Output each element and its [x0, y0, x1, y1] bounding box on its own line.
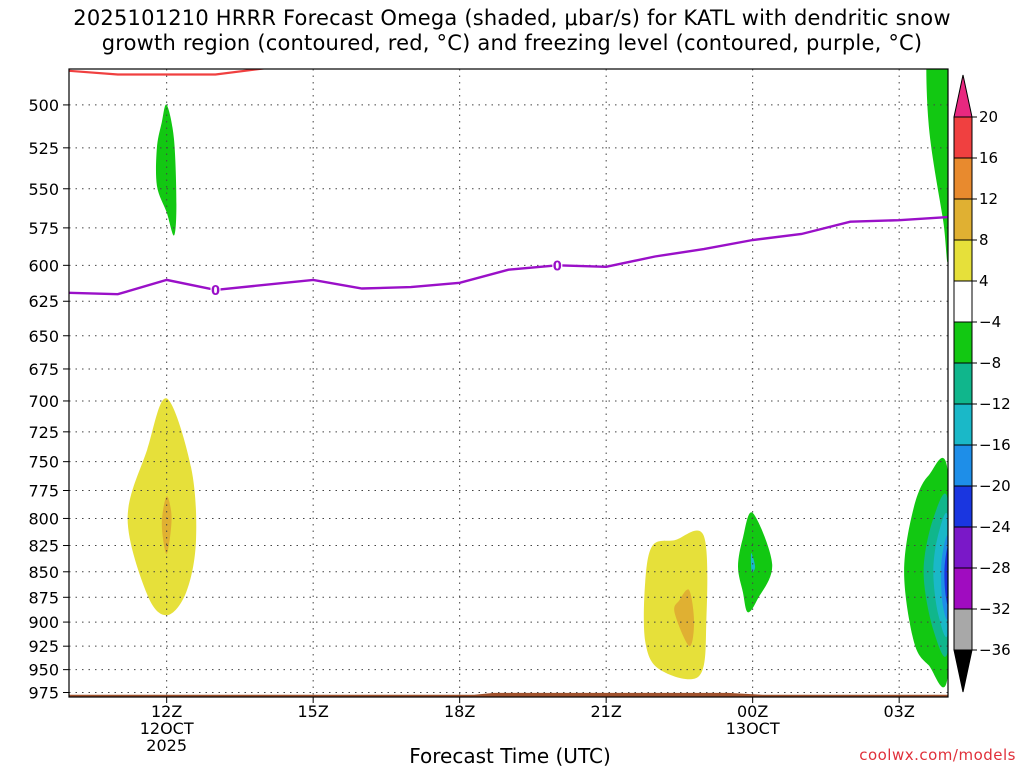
colorbar-box [953, 280, 973, 323]
colorbar-label: −8 [979, 354, 1001, 372]
x-tick-label: 18Z [444, 702, 475, 721]
title-line-1: 2025101210 HRRR Forecast Omega (shaded, … [73, 6, 951, 30]
x-date-label: 2025 [146, 736, 187, 755]
y-tick-label: 550 [28, 180, 59, 199]
y-tick-label: 775 [28, 482, 59, 501]
y-tick-label: 875 [28, 588, 59, 607]
plot-border [68, 68, 949, 698]
x-date-label: 13OCT [726, 719, 780, 738]
colorbar-box [953, 403, 973, 446]
colorbar-label: 4 [979, 272, 989, 290]
colorbar-label: −16 [979, 436, 1011, 454]
colorbar-box [953, 526, 973, 569]
y-tick-label: 500 [28, 96, 59, 115]
chart-title: 2025101210 HRRR Forecast Omega (shaded, … [0, 6, 1024, 56]
y-tick-label: 825 [28, 537, 59, 556]
x-tick-label: 03Z [884, 702, 915, 721]
colorbar-label: −28 [979, 559, 1011, 577]
omega-region-6 [750, 552, 756, 573]
freezing-label-bg [210, 282, 221, 296]
colorbar-box [953, 239, 973, 282]
y-tick-label: 900 [28, 613, 59, 632]
x-date-label: 12OCT [140, 719, 194, 738]
colorbar-box [953, 485, 973, 528]
colorbar-box [953, 608, 973, 651]
freezing-level-label: 0 [553, 259, 562, 274]
dgz-contour-line [69, 69, 269, 76]
colorbar-extend-bottom [953, 649, 973, 693]
y-tick-label: 800 [28, 509, 59, 528]
colorbar-box [953, 362, 973, 405]
colorbar-box [953, 198, 973, 241]
y-tick-label: 675 [28, 360, 59, 379]
y-tick-label: 600 [28, 256, 59, 275]
omega-region-4 [674, 589, 695, 647]
grid-lines [69, 69, 948, 697]
x-tick-label: 15Z [298, 702, 329, 721]
colorbar-label: 8 [979, 231, 989, 249]
omega-shaded-regions [127, 69, 948, 688]
y-tick-label: 725 [28, 423, 59, 442]
contour-lines: 00 [69, 69, 948, 299]
y-tick-label: 650 [28, 327, 59, 346]
omega-region-1 [127, 398, 197, 616]
colorbar-label: −4 [979, 313, 1001, 331]
plot-frame [68, 68, 949, 698]
y-tick-label: 850 [28, 563, 59, 582]
colorbar-box [953, 157, 973, 200]
title-line-2: growth region (contoured, red, °C) and f… [101, 31, 923, 55]
colorbar-label: −12 [979, 395, 1011, 413]
y-tick-label: 700 [28, 392, 59, 411]
x-tick-label: 12Z [151, 702, 182, 721]
y-tick-label: 575 [28, 219, 59, 238]
omega-region-0 [155, 104, 177, 236]
colorbar-label: −24 [979, 518, 1011, 536]
colorbar-label: 20 [979, 108, 998, 126]
x-tick-label: 00Z [737, 702, 768, 721]
omega-region-7 [926, 69, 948, 262]
y-axis: 500 525 550 575 600 625 650 675 700 725 750 775 800 8… [28, 96, 69, 702]
y-tick-label: 975 [28, 683, 59, 702]
colorbar-label: −32 [979, 600, 1011, 618]
y-tick-label: 625 [28, 292, 59, 311]
colorbar-label: 12 [979, 190, 998, 208]
colorbar-label: −36 [979, 641, 1011, 659]
colorbar-box [953, 567, 973, 610]
x-tick-label: 21Z [591, 702, 622, 721]
colorbar-label: 16 [979, 149, 998, 167]
freezing-label-bg [552, 258, 563, 272]
y-tick-label: 950 [28, 661, 59, 680]
omega-region-12 [944, 547, 948, 605]
colorbar-extend-top [953, 74, 973, 118]
y-tick-label: 525 [28, 139, 59, 158]
y-tick-label: 750 [28, 453, 59, 472]
colorbar: 20 16 12 8 4 −4 −8 −12 −16 −20 −24 −28 −32 −36 [953, 74, 1011, 693]
freezing-level-line [69, 215, 948, 296]
y-tick-label: 925 [28, 637, 59, 656]
source-credit[interactable]: coolwx.com/models [859, 746, 1016, 764]
colorbar-box [953, 444, 973, 487]
omega-region-5 [738, 512, 773, 613]
colorbar-box [953, 321, 973, 364]
freezing-level-label: 0 [211, 284, 220, 299]
colorbar-box [953, 116, 973, 159]
x-axis-title: Forecast Time (UTC) [409, 744, 611, 768]
colorbar-label: −20 [979, 477, 1011, 495]
